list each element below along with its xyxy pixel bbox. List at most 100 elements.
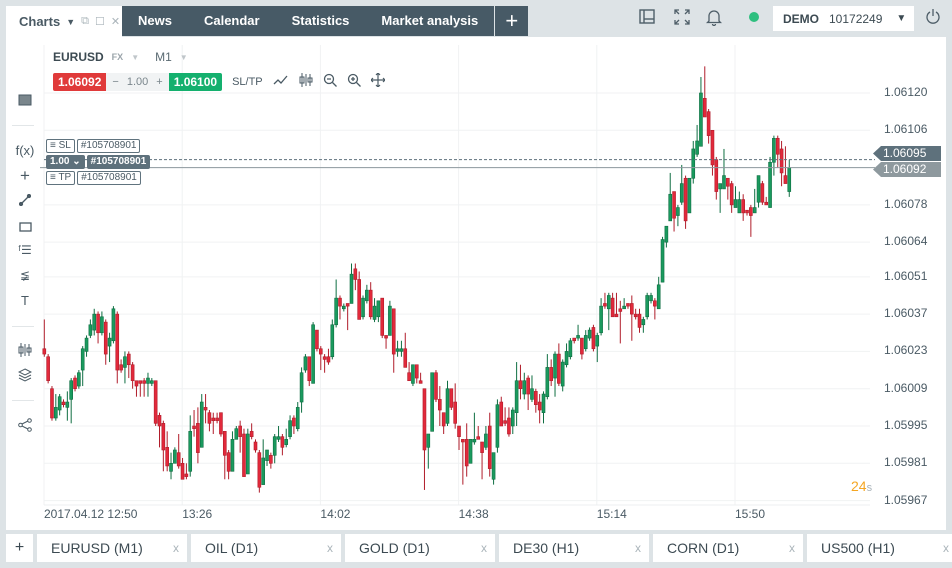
chart-type-icon[interactable]: [6, 94, 44, 109]
add-chart-tab-button[interactable]: +: [6, 534, 33, 562]
candle-body: [618, 308, 623, 312]
candle-body: [426, 433, 431, 448]
fan-icon[interactable]: ≨: [19, 268, 31, 282]
nav-market-analysis[interactable]: Market analysis: [381, 13, 479, 28]
symbol-label[interactable]: EURUSD: [53, 50, 104, 64]
candle-body: [180, 463, 185, 480]
move-icon[interactable]: [369, 72, 386, 90]
nav-calendar[interactable]: Calendar: [203, 13, 260, 28]
tp-label[interactable]: ≡ TP: [46, 171, 76, 185]
candle-body: [380, 297, 385, 336]
stop-loss-tag[interactable]: ≡ SL #105708901: [46, 139, 141, 153]
tab-corn[interactable]: CORN (D1) x: [653, 534, 803, 562]
share-icon[interactable]: [6, 418, 44, 435]
close-icon[interactable]: ✕: [110, 16, 121, 28]
nav-news[interactable]: News: [138, 13, 172, 28]
fullscreen-icon[interactable]: [674, 9, 690, 29]
candle-body: [749, 207, 753, 216]
account-selector[interactable]: DEMO 10172249 ▼: [773, 6, 914, 31]
indicators-icon[interactable]: f(x): [15, 143, 35, 158]
sl-label[interactable]: ≡ SL: [46, 139, 75, 153]
candle-body: [756, 175, 761, 203]
candle-body: [622, 305, 626, 310]
tab-de30[interactable]: DE30 (H1) x: [499, 534, 649, 562]
nav-statistics[interactable]: Statistics: [291, 13, 350, 28]
caret-down-icon[interactable]: ▼: [179, 52, 188, 62]
rectangle-icon[interactable]: [6, 220, 44, 235]
tab-us500[interactable]: US500 (H1) x: [807, 534, 952, 562]
candle-body: [265, 449, 269, 461]
market-label: FX: [111, 52, 124, 62]
candle-body: [342, 305, 346, 310]
layers-icon[interactable]: [6, 368, 44, 385]
caret-down-icon[interactable]: ▼: [66, 16, 76, 27]
volume-value[interactable]: 1.00: [126, 75, 149, 88]
buy-button[interactable]: 1.06100: [168, 72, 223, 91]
candle-body: [760, 183, 765, 203]
popout-icon[interactable]: ⧉: [81, 15, 89, 27]
trendline-icon[interactable]: [6, 193, 44, 209]
candle-body: [269, 455, 273, 464]
power-icon[interactable]: [925, 8, 941, 29]
close-icon[interactable]: x: [481, 541, 487, 555]
candle-body: [683, 177, 688, 222]
candle-type-icon[interactable]: [299, 73, 313, 90]
candle-body: [246, 433, 250, 475]
volume-stepper[interactable]: −1.00 +: [106, 72, 169, 91]
candle-body: [142, 380, 146, 384]
candle-body: [484, 433, 488, 448]
candle-body: [687, 177, 692, 214]
position-volume[interactable]: 1.00 ⌄: [46, 155, 85, 169]
candle-body: [672, 191, 676, 219]
tab-oil[interactable]: OIL (D1) x: [191, 534, 341, 562]
y-tick-label: 1.06078: [884, 196, 928, 211]
candle-body: [365, 289, 369, 302]
candle-body: [595, 335, 600, 347]
tab-gold[interactable]: GOLD (D1) x: [345, 534, 495, 562]
increase-volume-button[interactable]: +: [156, 75, 163, 88]
decrease-volume-button[interactable]: −: [112, 75, 119, 88]
candle-body: [292, 417, 296, 427]
candle-body: [606, 295, 611, 310]
close-icon[interactable]: x: [173, 541, 179, 555]
line-chart-icon[interactable]: [273, 74, 289, 89]
tab-charts[interactable]: Charts ▼ ⧉ ☐ ✕: [6, 6, 122, 37]
candle-body: [706, 111, 711, 136]
candle-body: [46, 356, 50, 382]
add-tab-button[interactable]: +: [494, 6, 528, 36]
fibonacci-icon[interactable]: ᶠ☰: [18, 243, 32, 257]
candle-body: [549, 367, 553, 382]
candle-body: [745, 209, 749, 214]
caret-down-icon[interactable]: ▼: [131, 52, 140, 62]
candle-body: [315, 329, 319, 350]
position-id: #105708901: [86, 155, 151, 169]
bell-icon[interactable]: [705, 9, 723, 30]
zoom-out-icon[interactable]: [323, 73, 337, 90]
sell-button[interactable]: 1.06092: [53, 72, 107, 91]
candle-body: [714, 159, 719, 192]
close-icon[interactable]: x: [327, 541, 333, 555]
close-icon[interactable]: x: [789, 541, 795, 555]
position-tag[interactable]: 1.00 ⌄ #105708901: [46, 155, 151, 169]
timeframe-label[interactable]: M1: [155, 50, 172, 64]
close-icon[interactable]: x: [943, 541, 949, 555]
candle-body: [153, 380, 158, 424]
sltp-button[interactable]: SL/TP: [232, 75, 263, 88]
candle-body: [65, 401, 70, 408]
candle-body: [54, 407, 58, 419]
crosshair-icon[interactable]: +: [20, 166, 30, 185]
candle-body: [507, 417, 511, 435]
layout-icon[interactable]: [639, 9, 655, 29]
charts-tab-label: Charts: [19, 14, 61, 29]
text-tool-icon[interactable]: T: [21, 293, 29, 308]
maximize-icon[interactable]: ☐: [94, 16, 105, 28]
take-profit-tag[interactable]: ≡ TP #105708901: [46, 171, 141, 185]
tab-eurusd[interactable]: EURUSD (M1) x: [37, 534, 187, 562]
candle-body: [238, 425, 242, 437]
zoom-in-icon[interactable]: [347, 73, 361, 90]
candles-icon[interactable]: [6, 343, 44, 360]
close-icon[interactable]: x: [635, 541, 641, 555]
candle-body: [645, 295, 649, 318]
y-tick-label: 1.05981: [884, 455, 928, 470]
